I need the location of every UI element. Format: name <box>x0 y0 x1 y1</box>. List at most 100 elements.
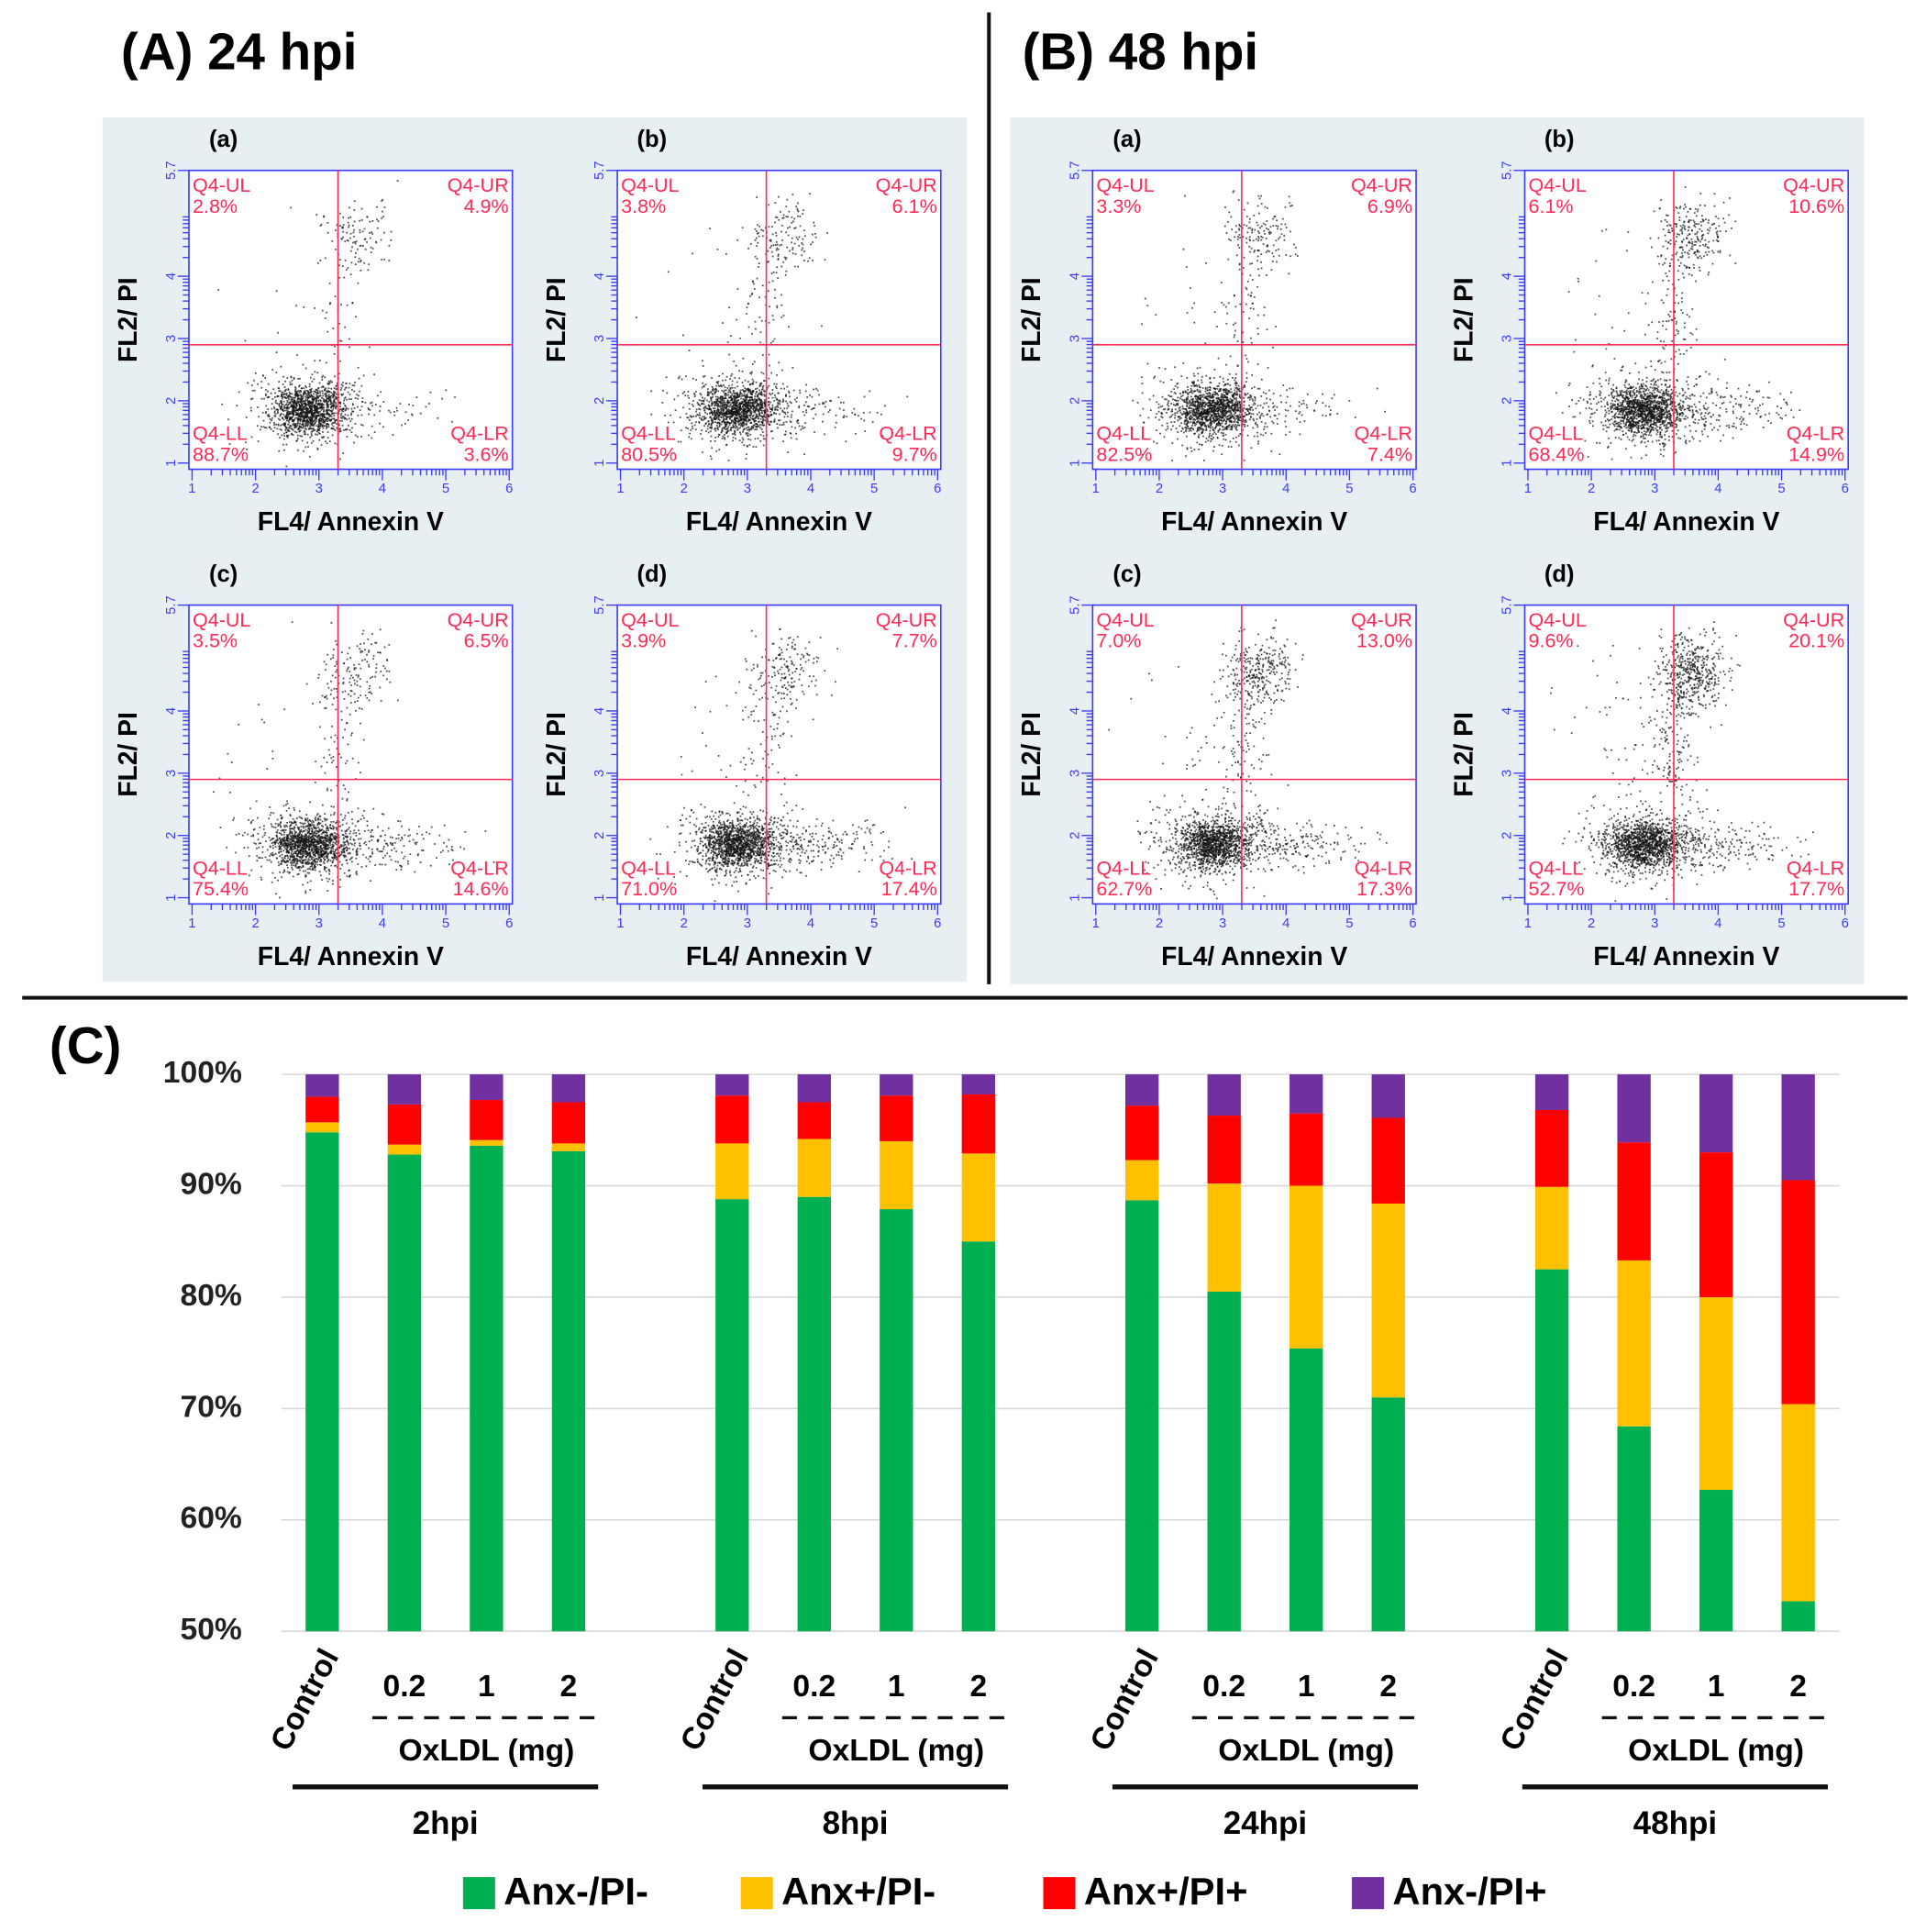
event-dot <box>316 396 319 399</box>
event-dot <box>270 427 272 430</box>
event-dot <box>327 841 330 844</box>
event-dot <box>257 406 259 408</box>
event-dot <box>753 401 756 403</box>
event-dot <box>755 381 758 383</box>
event-dot <box>330 821 333 823</box>
event-dot <box>751 398 754 401</box>
event-dot <box>295 854 298 857</box>
event-dot <box>774 221 776 224</box>
event-dot <box>261 411 264 414</box>
event-dot <box>719 396 722 398</box>
event-dot <box>249 874 250 877</box>
event-dot <box>293 820 296 823</box>
event-dot <box>290 841 293 843</box>
event-dot <box>363 829 366 832</box>
event-dot <box>726 421 728 424</box>
event-dot <box>736 402 737 405</box>
event-dot <box>743 413 746 416</box>
event-dot <box>318 871 321 873</box>
event-dot <box>300 400 303 403</box>
event-dot <box>318 422 321 425</box>
event-dot <box>730 399 733 402</box>
event-dot <box>344 405 347 406</box>
event-dot <box>296 425 298 427</box>
event-dot <box>305 819 308 822</box>
event-dot <box>731 406 733 409</box>
event-dot <box>311 394 313 397</box>
event-dot <box>339 401 342 404</box>
event-dot <box>762 402 765 405</box>
event-dot <box>329 827 331 829</box>
event-dot <box>750 395 753 398</box>
event-dot <box>795 432 797 435</box>
event-dot <box>319 836 322 838</box>
event-dot <box>766 416 769 418</box>
event-dot <box>771 315 774 316</box>
event-dot <box>335 418 338 421</box>
event-dot <box>315 433 316 436</box>
event-dot <box>678 375 681 378</box>
event-dot <box>293 846 296 848</box>
event-dot <box>789 226 791 228</box>
event-dot <box>289 815 292 817</box>
event-dot <box>318 841 321 844</box>
event-dot <box>808 405 811 408</box>
event-dot <box>737 424 740 427</box>
event-dot <box>293 855 295 858</box>
event-dot <box>758 389 760 392</box>
event-dot <box>324 813 326 816</box>
event-dot <box>304 870 307 872</box>
event-dot <box>296 420 299 423</box>
event-dot <box>762 406 764 409</box>
event-dot <box>743 392 746 394</box>
event-dot <box>769 394 772 396</box>
event-dot <box>278 832 281 834</box>
event-dot <box>315 407 317 410</box>
event-dot <box>295 431 298 434</box>
event-dot <box>292 408 294 411</box>
event-dot <box>322 431 324 433</box>
event-dot <box>382 198 383 201</box>
event-dot <box>760 391 763 393</box>
event-dot <box>304 385 307 387</box>
event-dot <box>358 257 360 260</box>
event-dot <box>286 836 289 838</box>
event-dot <box>310 840 313 843</box>
event-dot <box>762 444 765 447</box>
event-dot <box>307 416 309 418</box>
plot-label: (b) <box>636 127 667 152</box>
event-dot <box>301 419 304 422</box>
event-dot <box>292 837 294 839</box>
event-dot <box>355 872 358 874</box>
event-dot <box>733 396 736 399</box>
event-dot <box>331 393 334 395</box>
event-dot <box>281 841 283 844</box>
event-dot <box>739 433 742 436</box>
event-dot <box>322 404 325 406</box>
event-dot <box>312 862 315 865</box>
event-dot <box>322 842 325 844</box>
event-dot <box>373 373 375 376</box>
event-dot <box>334 849 337 851</box>
event-dot <box>304 391 305 394</box>
event-dot <box>325 818 327 820</box>
event-dot <box>290 410 293 413</box>
event-dot <box>310 833 313 835</box>
event-dot <box>296 849 299 851</box>
event-dot <box>282 423 285 425</box>
event-dot <box>303 430 305 433</box>
event-dot <box>728 401 731 404</box>
event-dot <box>404 422 406 425</box>
event-dot <box>288 417 291 420</box>
event-dot <box>303 829 304 832</box>
event-dot <box>302 400 304 403</box>
event-dot <box>317 859 319 861</box>
event-dot <box>333 394 335 397</box>
event-dot <box>702 382 704 384</box>
event-dot <box>723 417 725 420</box>
event-dot <box>779 211 781 213</box>
event-dot <box>312 419 315 422</box>
event-dot <box>285 403 288 405</box>
event-dot <box>388 259 391 261</box>
event-dot <box>733 432 736 435</box>
